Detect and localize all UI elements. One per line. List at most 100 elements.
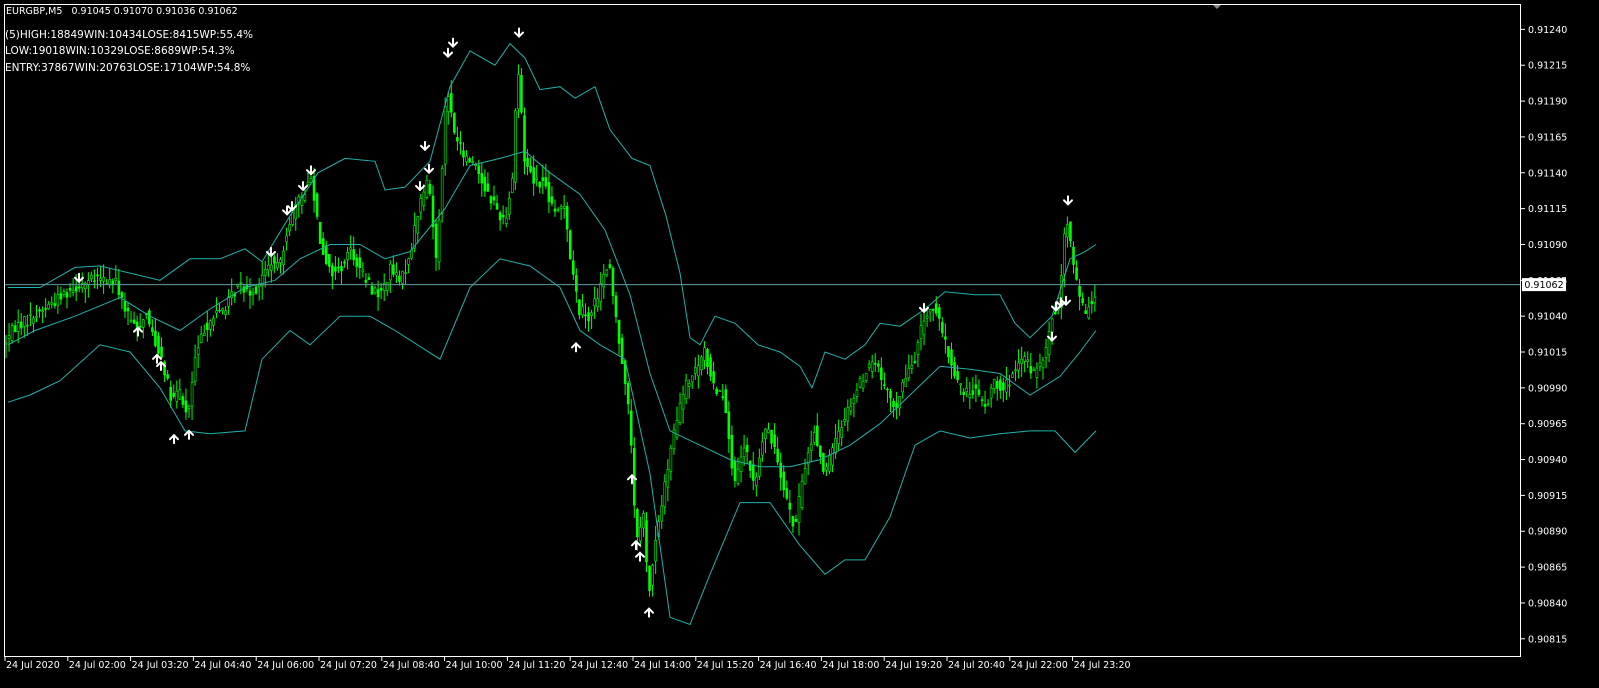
candle-body (437, 219, 441, 263)
time-tick-label: 24 Jul 14:00 (634, 660, 691, 671)
candle-body (684, 379, 688, 399)
candle-body (443, 106, 447, 165)
candle-body (636, 508, 639, 538)
candle-body (346, 252, 349, 261)
candle-body (1066, 224, 1069, 238)
candle-body (483, 176, 487, 192)
candle-body (846, 407, 850, 422)
candle-body (187, 406, 191, 410)
price-tick-label: 0.91140 (1528, 168, 1567, 179)
candle-body (1069, 221, 1072, 242)
candle-body (123, 300, 127, 312)
candle-body (59, 293, 63, 300)
candle-body (270, 264, 273, 271)
price-tick-label: 0.90940 (1528, 455, 1567, 466)
candle-body (355, 257, 359, 267)
candle-body (913, 361, 917, 364)
candle-body (507, 197, 511, 215)
candle-body (74, 286, 78, 292)
candle-body (1035, 367, 1039, 378)
current-price-label: 0.91062 (1524, 280, 1563, 291)
symbol-label: EURGBP,M5 (6, 6, 62, 17)
candle-body (364, 279, 368, 283)
candle-body (379, 287, 383, 291)
candle-body (825, 466, 828, 471)
price-tick-label: 0.91190 (1528, 97, 1567, 108)
candle-body (361, 269, 365, 272)
band-lower-line (7, 258, 1097, 626)
candle-body (44, 308, 47, 310)
sell-arrow-icon (74, 272, 84, 284)
candle-body (382, 282, 386, 291)
price-tick-label: 0.91215 (1528, 61, 1567, 72)
candle-body (873, 362, 877, 365)
candle-body (605, 269, 609, 275)
candle-body (10, 325, 14, 342)
candle-body (181, 396, 185, 405)
candle-body (227, 296, 230, 307)
candle-body (587, 312, 590, 322)
candle-body (498, 212, 502, 221)
candle-body (343, 261, 346, 264)
candle-body (928, 309, 932, 313)
candle-body (1011, 373, 1014, 378)
candle-body (349, 247, 352, 251)
candle-body (937, 307, 941, 319)
candle-body (26, 324, 29, 327)
candle-body (727, 411, 731, 439)
candle-body (96, 274, 99, 277)
candle-body (196, 347, 200, 355)
candle-body (989, 387, 993, 399)
candle-body (739, 456, 743, 472)
candle-body (251, 292, 255, 295)
candle-body (160, 346, 163, 358)
candle-body (809, 443, 813, 451)
candle-body (312, 176, 316, 201)
candle-body (388, 263, 392, 281)
candle-body (254, 286, 258, 294)
stats-high: (5)HIGH:18849WIN:10434LOSE:8415WP:55.4% (5, 29, 253, 41)
time-tick-label: 24 Jul 04:40 (194, 660, 251, 671)
candle-body (132, 319, 136, 324)
candle-body (1075, 267, 1078, 280)
candle-body (47, 304, 51, 309)
candle-body (718, 390, 722, 393)
candle-body (1087, 306, 1091, 319)
candle-body (510, 178, 514, 194)
candle-body (745, 444, 749, 453)
sell-arrow-icon (1047, 331, 1057, 342)
price-axis: 0.91240 0.91215 0.91190 0.91165 0.91140 0.911… (1520, 25, 1567, 645)
candle-body (837, 430, 840, 444)
candle-body (834, 438, 837, 454)
shift-marker-icon[interactable] (1213, 5, 1221, 9)
candle-body (672, 429, 676, 450)
candle-body (669, 447, 673, 472)
candle-body (56, 294, 60, 306)
price-tick-label: 0.90990 (1528, 383, 1567, 394)
candle-body (425, 180, 429, 198)
candle-body (248, 290, 252, 296)
candle-body (1020, 358, 1023, 364)
candle-body (904, 378, 908, 387)
buy-arrow-icon (156, 360, 166, 372)
candle-body (992, 379, 996, 390)
candle-body (407, 258, 410, 265)
candle-body (199, 333, 203, 344)
candle-body (184, 400, 188, 413)
candle-body (870, 361, 874, 372)
candle-body (959, 383, 962, 385)
candle-body (538, 181, 542, 188)
candle-body (986, 403, 990, 406)
buy-arrow-icon (133, 326, 143, 337)
candle-body (645, 520, 648, 563)
price-tick-label: 0.91115 (1528, 204, 1567, 215)
candle-body (712, 371, 715, 384)
candle-body (614, 295, 618, 318)
candle-body (178, 389, 182, 400)
candle-body (501, 214, 505, 218)
candle-body (71, 289, 75, 293)
candle-body (803, 468, 807, 485)
candle-body (602, 273, 606, 288)
candle-body (697, 365, 700, 377)
